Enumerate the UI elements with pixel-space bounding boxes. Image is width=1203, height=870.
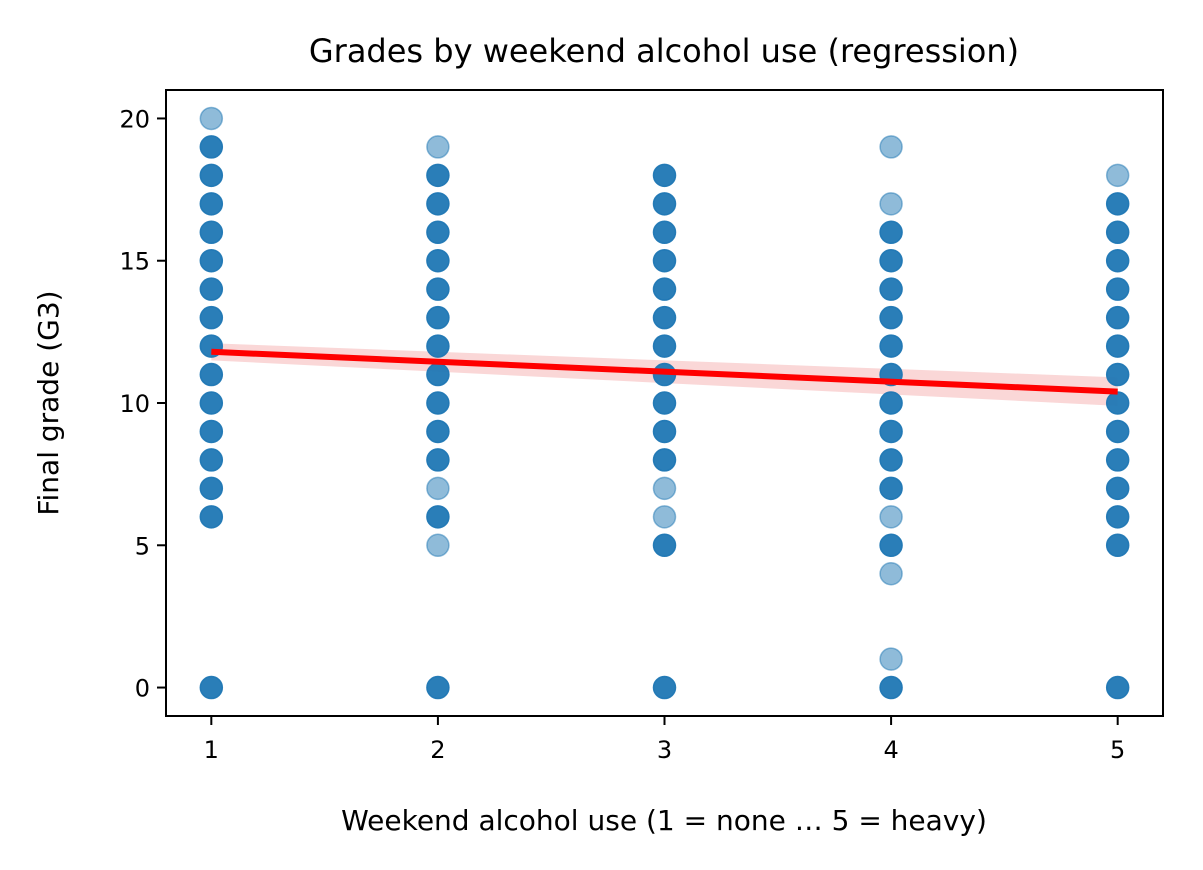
plot-area (199, 106, 1130, 700)
regression-line (211, 348, 1118, 395)
x-axis-label: Weekend alcohol use (1 = none … 5 = heav… (341, 804, 987, 837)
x-tick-label: 4 (883, 736, 898, 764)
data-point (426, 192, 450, 216)
data-point (426, 277, 450, 301)
data-point (1105, 362, 1130, 387)
data-point (199, 277, 224, 301)
x-tick-label: 1 (204, 736, 219, 764)
data-point (879, 334, 903, 358)
y-tick-label: 5 (135, 532, 150, 560)
data-point (652, 163, 677, 188)
data-point (879, 419, 903, 444)
y-tick-label: 15 (119, 248, 150, 276)
data-point (199, 192, 224, 216)
data-point (1105, 448, 1130, 472)
y-tick-label: 0 (135, 675, 150, 703)
data-point (652, 476, 677, 501)
data-point (426, 135, 450, 159)
x-tick-label: 2 (430, 736, 445, 764)
data-point (879, 533, 903, 558)
data-point (426, 675, 450, 700)
chart-title: Grades by weekend alcohol use (regressio… (309, 32, 1019, 70)
data-point (199, 419, 224, 444)
data-point (199, 391, 224, 415)
data-point (199, 476, 224, 501)
data-point (879, 675, 903, 700)
data-point (1105, 419, 1130, 444)
data-point (652, 277, 677, 301)
y-axis-label: Final grade (G3) (32, 290, 65, 515)
data-point (199, 675, 224, 700)
data-point (1105, 334, 1130, 358)
data-point (879, 305, 903, 330)
data-point (652, 192, 677, 216)
data-point (652, 248, 677, 273)
data-point (199, 362, 224, 387)
data-point (1105, 476, 1130, 501)
data-point (199, 135, 224, 159)
data-point (1105, 192, 1130, 216)
data-point (652, 305, 677, 330)
data-point (879, 561, 903, 586)
data-point (879, 391, 903, 415)
data-point (199, 220, 224, 245)
x-tick-label: 3 (657, 736, 672, 764)
data-point (426, 163, 450, 188)
data-point (879, 220, 903, 245)
data-point (652, 675, 677, 700)
data-point (879, 277, 903, 301)
data-point (879, 135, 903, 159)
data-point (652, 448, 677, 472)
data-point (426, 505, 450, 529)
data-point (1105, 305, 1130, 330)
data-point (199, 248, 224, 273)
data-point (426, 305, 450, 330)
data-point (879, 448, 903, 472)
data-point (426, 419, 450, 444)
data-point (652, 220, 677, 245)
data-point (199, 505, 224, 529)
y-axis: 0 5 10 15 20 (119, 105, 166, 703)
data-point (426, 533, 450, 558)
data-point (426, 448, 450, 472)
data-point (879, 647, 903, 671)
data-point (1105, 391, 1130, 415)
x-tick-label: 5 (1110, 736, 1125, 764)
y-tick-label: 10 (119, 390, 150, 418)
y-tick-label: 20 (119, 105, 150, 133)
data-point (879, 192, 903, 216)
data-point (199, 448, 224, 472)
data-point (879, 505, 903, 529)
data-point (426, 391, 450, 415)
data-point (1105, 220, 1130, 245)
data-point (199, 305, 224, 330)
data-point (426, 220, 450, 245)
data-point (1105, 505, 1130, 529)
data-point (879, 476, 903, 501)
data-point (199, 106, 224, 131)
data-point (426, 248, 450, 273)
data-point (1105, 675, 1130, 700)
data-point (652, 419, 677, 444)
data-point (652, 505, 677, 529)
x-axis: 1 2 3 4 5 (204, 716, 1125, 764)
data-point (1105, 533, 1130, 558)
data-point (879, 248, 903, 273)
data-point (199, 163, 224, 188)
data-point (426, 334, 450, 358)
data-point (1105, 277, 1130, 301)
data-point (1105, 248, 1130, 273)
data-point (426, 476, 450, 501)
data-point (426, 362, 450, 387)
data-point (1105, 163, 1130, 188)
data-point (652, 334, 677, 358)
data-point (652, 533, 677, 558)
data-point (652, 391, 677, 415)
